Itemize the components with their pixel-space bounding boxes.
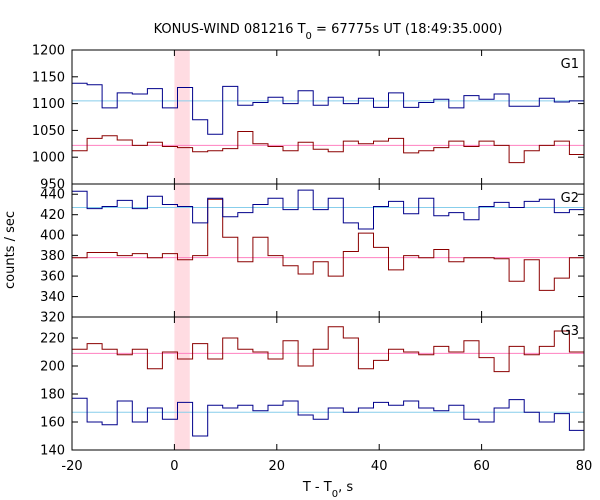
panel-g1-hr-series	[72, 131, 584, 164]
x-tick-label: 40	[371, 459, 388, 474]
panel-g1-y-tick-label: 1150	[32, 70, 65, 85]
panel-g3-hr-series	[72, 326, 584, 373]
y-axis-title: counts / sec	[3, 211, 18, 289]
plot-area: 95010001050110011501200G1320340360380400…	[32, 44, 592, 475]
panel-g2-hr-series	[72, 198, 584, 291]
panel-g1-y-tick-label: 950	[40, 178, 65, 193]
panel-g3-y-tick-label: 220	[40, 332, 65, 347]
panel-g3-frame	[71, 316, 585, 451]
panel-g2-lc-series	[72, 189, 584, 230]
panel-g2-y-tick-label: 400	[40, 229, 65, 244]
panel-g1-frame	[71, 49, 585, 185]
panel-g3-label: G3	[561, 324, 579, 339]
panel-g3-y-tick-label: 180	[40, 388, 65, 403]
panel-g3-lc-series	[72, 397, 584, 437]
highlight-band	[174, 50, 190, 450]
x-tick-label: 80	[576, 459, 593, 474]
x-tick-label: 20	[269, 459, 286, 474]
x-tick-label: 0	[170, 459, 178, 474]
panel-g1-y-tick-label: 1100	[32, 97, 65, 112]
panel-g1-label: G1	[561, 57, 579, 72]
chart-title: KONUS-WIND 081216 T0 = 67775s UT (18:49:…	[154, 22, 503, 42]
panel-g2-y-tick-label: 440	[40, 188, 65, 203]
panel-g2-y-tick-label: 340	[40, 290, 65, 305]
panel-g2-y-tick-label: 420	[40, 208, 65, 223]
x-axis-title: T - T0, s	[302, 480, 353, 500]
x-tick-label: -20	[61, 459, 82, 474]
panel-g1-lc-series	[72, 82, 584, 135]
panel-g2-y-tick-label: 320	[40, 311, 65, 326]
panel-g2-y-tick-label: 380	[40, 249, 65, 264]
x-tick-label: 60	[473, 459, 490, 474]
panel-g3-y-tick-label: 160	[40, 416, 65, 431]
panel-g2-label: G2	[561, 191, 579, 206]
panel-g3-y-tick-label: 200	[40, 360, 65, 375]
panel-g1-y-tick-label: 1200	[32, 44, 65, 59]
panel-g1-y-tick-label: 1000	[32, 151, 65, 166]
panel-g3-y-tick-label: 140	[40, 444, 65, 459]
panel-g1-y-tick-label: 1050	[32, 124, 65, 139]
panel-g2-y-tick-label: 360	[40, 270, 65, 285]
